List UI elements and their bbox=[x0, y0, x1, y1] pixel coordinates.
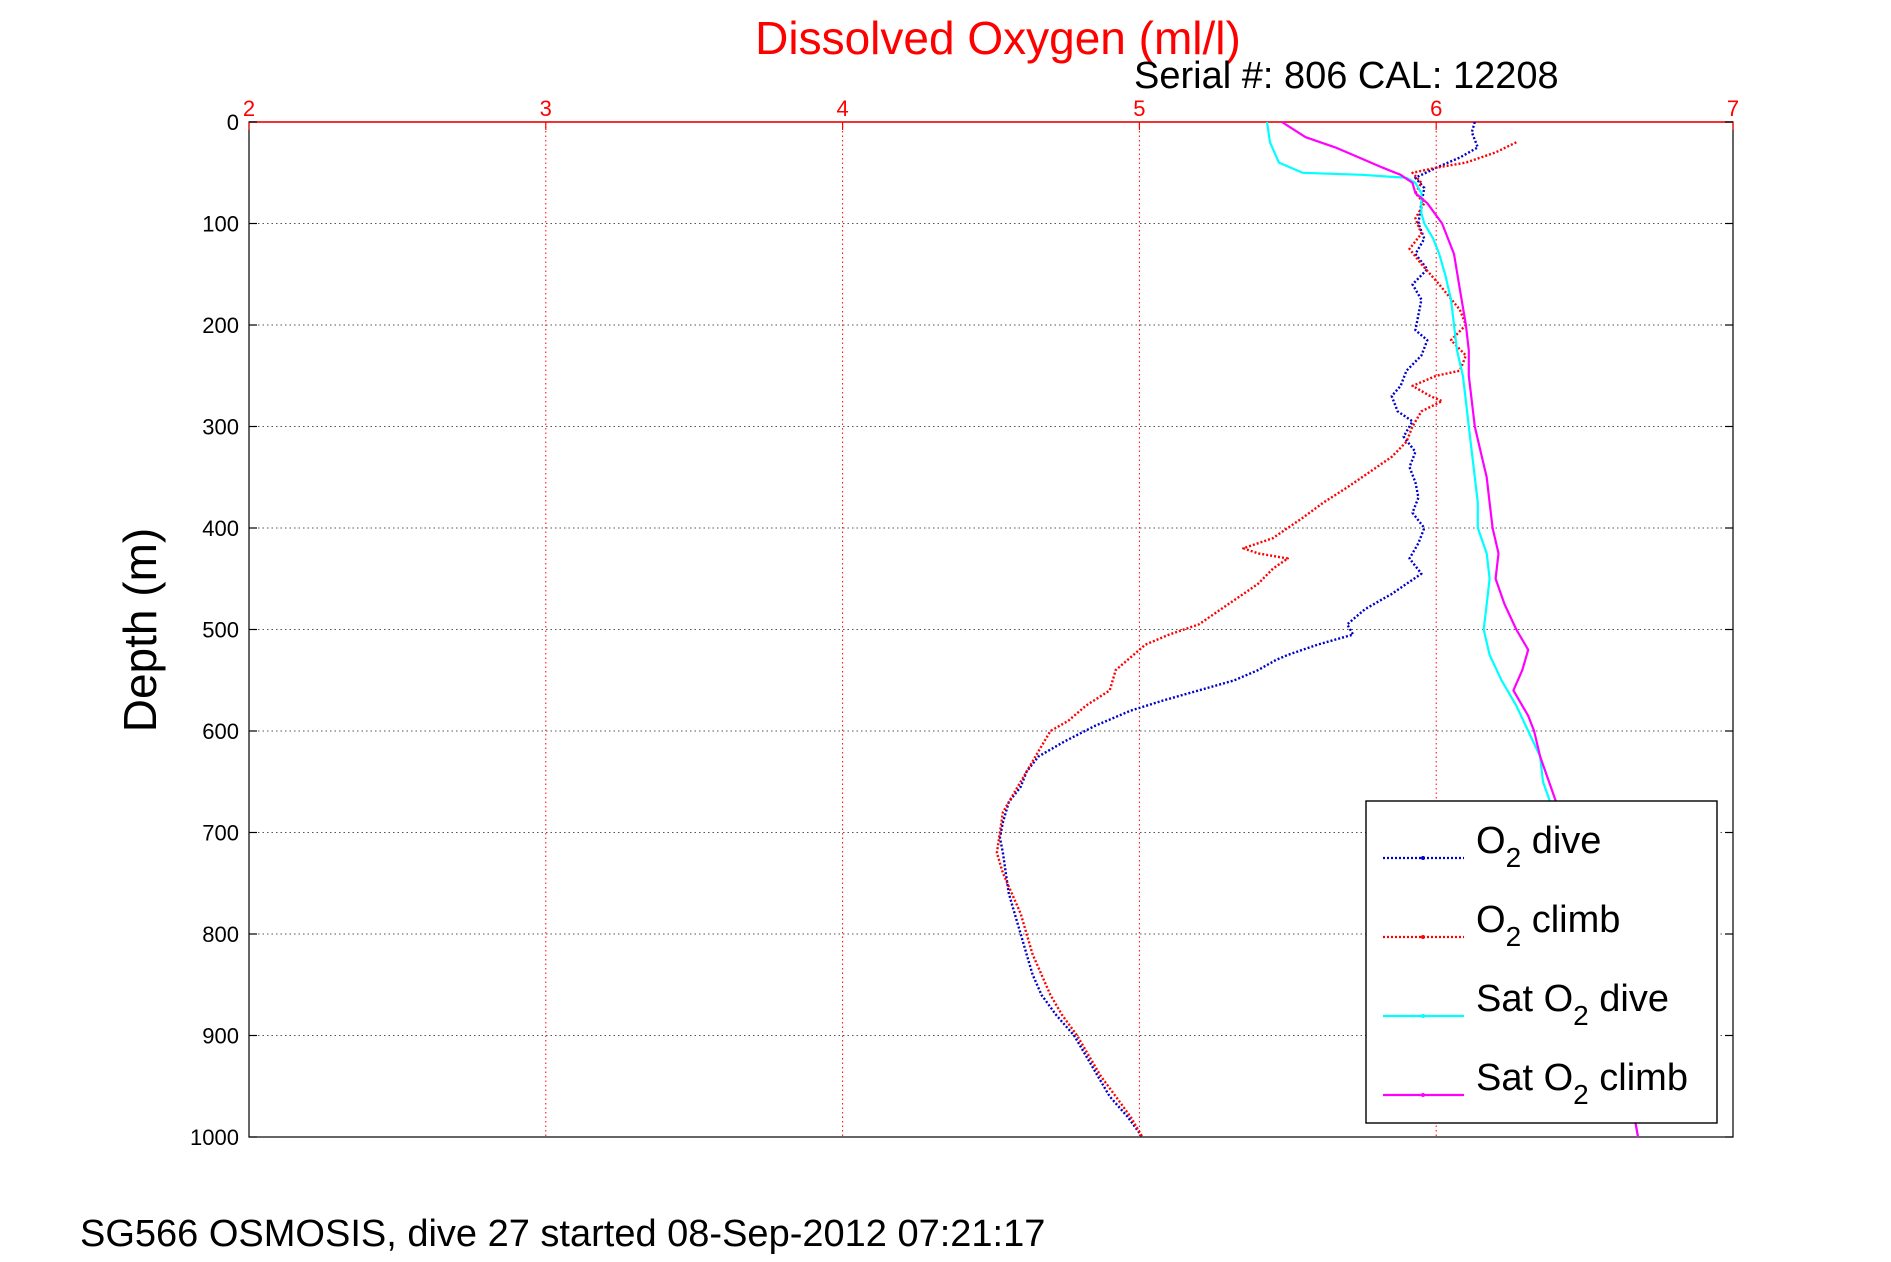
footer-caption: SG566 OSMOSIS, dive 27 started 08-Sep-20… bbox=[80, 1213, 1045, 1255]
x-tick-label: 3 bbox=[540, 96, 552, 121]
y-tick-label: 700 bbox=[202, 821, 239, 846]
legend-entry-label: Sat O2 climb bbox=[1476, 1057, 1688, 1110]
y-tick-label: 100 bbox=[202, 212, 239, 237]
x-tick-label: 5 bbox=[1133, 96, 1145, 121]
legend-entry-label: O2 dive bbox=[1476, 820, 1601, 873]
y-tick-label: 900 bbox=[202, 1024, 239, 1049]
y-tick-label: 800 bbox=[202, 922, 239, 947]
y-axis: 0 100 200 300 400 500 600 700 800 900 1000 bbox=[190, 110, 1733, 1150]
y-tick-label: 500 bbox=[202, 618, 239, 643]
series-line-2 bbox=[995, 141, 1517, 1138]
legend-box bbox=[1365, 800, 1718, 1124]
legend-entry-label: Sat O2 dive bbox=[1476, 978, 1669, 1031]
legend-swatch-marker bbox=[1421, 935, 1425, 939]
legend-swatch-marker bbox=[1421, 856, 1425, 860]
legend-entry-label: O2 climb bbox=[1476, 899, 1620, 952]
series-line-1 bbox=[998, 121, 1479, 1138]
y-tick-label: 0 bbox=[227, 110, 239, 135]
x-tick-label: 2 bbox=[243, 96, 255, 121]
y-axis-label: Depth (m) bbox=[114, 528, 166, 732]
y-tick-label: 200 bbox=[202, 313, 239, 338]
y-tick-label: 400 bbox=[202, 516, 239, 541]
legend-swatch-marker bbox=[1421, 1093, 1425, 1097]
y-tick-label: 1000 bbox=[190, 1125, 239, 1150]
legend-swatch-marker bbox=[1421, 1014, 1425, 1018]
chart-subtitle: Serial #: 806 CAL: 12208 bbox=[1134, 55, 1559, 97]
chart-title: Dissolved Oxygen (ml/l) bbox=[755, 12, 1241, 64]
x-tick-label: 7 bbox=[1727, 96, 1739, 121]
x-axis: 2 3 4 5 6 7 bbox=[243, 96, 1739, 130]
x-tick-label: 4 bbox=[836, 96, 848, 121]
y-tick-label: 300 bbox=[202, 415, 239, 440]
y-tick-label: 600 bbox=[202, 719, 239, 744]
legend: O2 dive O2 climb Sat O2 dive Sat O2 climb bbox=[1365, 800, 1718, 1124]
x-tick-label: 6 bbox=[1430, 96, 1442, 121]
